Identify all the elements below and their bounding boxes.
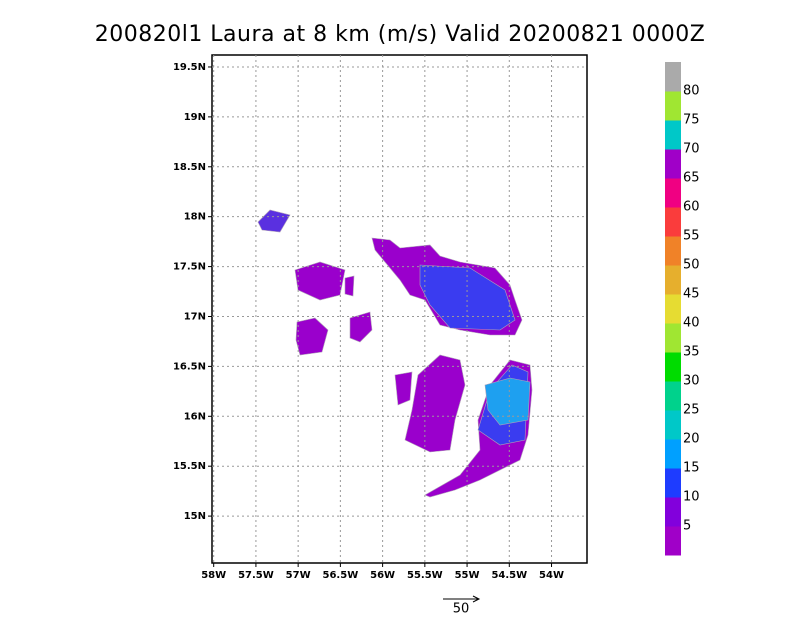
y-tick-label: 16N (184, 411, 206, 422)
chart-title: 200820l1 Laura at 8 km (m/s) Valid 20200… (95, 22, 706, 47)
colorbar-segment (665, 265, 681, 295)
wind-area (294, 261, 346, 301)
map-frame (211, 54, 588, 564)
colorbar-label: 40 (683, 316, 700, 331)
x-tick-label: 55.5W (407, 570, 443, 581)
wind-area (349, 311, 373, 343)
x-tick-label: 58W (201, 570, 226, 581)
reference-label: 50 (453, 602, 470, 617)
wind-area (419, 264, 516, 331)
colorbar-label: 25 (683, 403, 700, 418)
wind-area (394, 371, 413, 406)
wind-area (484, 377, 531, 426)
colorbar-label: 35 (683, 345, 700, 360)
y-tick-label: 15.5N (173, 461, 206, 472)
colorbar-label: 20 (683, 432, 700, 447)
colorbar-label: 50 (683, 258, 700, 273)
colorbar-label: 10 (683, 490, 700, 505)
colorbar-label: 60 (683, 200, 700, 215)
colorbar-label: 70 (683, 142, 700, 157)
x-tick-label: 57.5W (238, 570, 274, 581)
x-tick-label: 54W (539, 570, 564, 581)
colorbar-segment (665, 468, 681, 498)
wind-area (295, 317, 329, 356)
colorbar-segment (665, 149, 681, 179)
colorbar-segment (665, 352, 681, 382)
colorbar-segment (665, 91, 681, 121)
colorbar-label: 15 (683, 461, 700, 476)
y-tick-label: 15N (184, 511, 206, 522)
y-tick-label: 17N (184, 311, 206, 322)
colorbar-segment (665, 410, 681, 440)
x-tick-label: 54.5W (491, 570, 527, 581)
x-tick-label: 56W (370, 570, 395, 581)
y-tick-label: 17.5N (173, 262, 206, 273)
wind-area (404, 354, 466, 453)
wind-area (257, 209, 291, 233)
colorbar-segment (665, 236, 681, 266)
y-tick-label: 18.5N (173, 162, 206, 173)
y-tick-label: 16.5N (173, 361, 206, 372)
colorbar-label: 55 (683, 229, 700, 244)
x-tick-label: 56.5W (323, 570, 359, 581)
x-tick-label: 55W (455, 570, 480, 581)
reference-vector: 50 (443, 595, 481, 617)
colorbar-segment (665, 294, 681, 324)
colorbar-label: 65 (683, 171, 700, 186)
colorbar-segment (665, 178, 681, 208)
colorbar-segment (665, 497, 681, 527)
colorbar-segment (665, 207, 681, 237)
colorbar-label: 5 (683, 519, 691, 534)
colorbar-segment (665, 62, 681, 92)
colorbar-label: 30 (683, 374, 700, 389)
colorbar-segment (665, 120, 681, 150)
colorbar-label: 75 (683, 113, 700, 128)
reference-arrow-head (472, 595, 481, 603)
colorbar-segment (665, 323, 681, 353)
x-tick-label: 57W (286, 570, 311, 581)
y-tick-label: 18N (184, 212, 206, 223)
wind-area (344, 275, 355, 297)
colorbar-segment (665, 381, 681, 411)
colorbar-segment (665, 439, 681, 469)
y-tick-label: 19N (184, 112, 206, 123)
colorbar-segment (665, 526, 681, 556)
wind-field (257, 209, 533, 498)
colorbar-label: 45 (683, 287, 700, 302)
colorbar-label: 80 (683, 84, 700, 99)
y-tick-label: 19.5N (173, 62, 206, 73)
